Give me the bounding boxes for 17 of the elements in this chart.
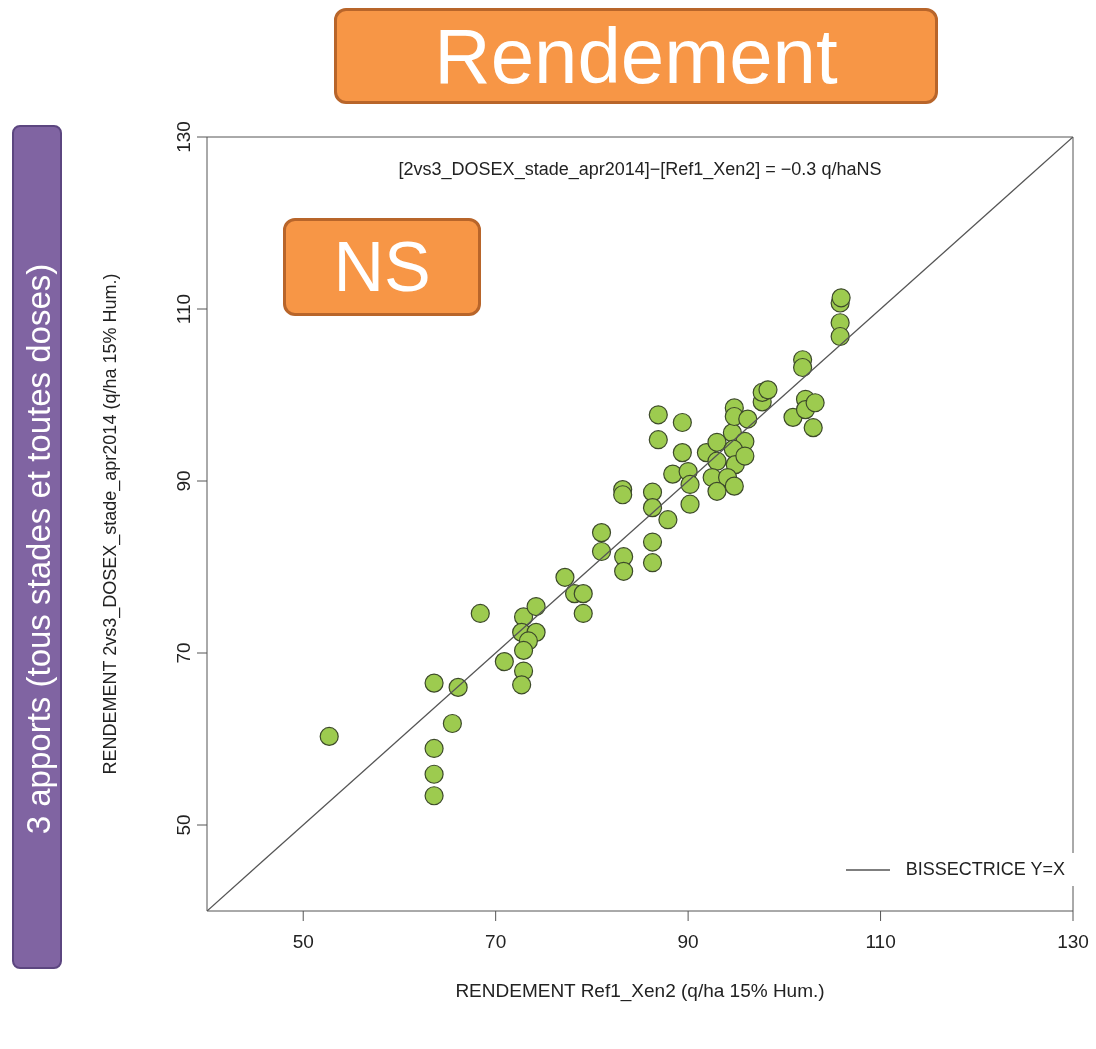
y-tick-label: 70 <box>172 642 194 664</box>
y-axis-title: RENDEMENT 2vs3_DOSEX_stade_apr2014 (q/ha 15% Hum.) <box>100 273 122 775</box>
y-tick-label: 90 <box>172 470 194 492</box>
y-tick-label: 110 <box>172 293 194 325</box>
x-tick-label: 70 <box>485 931 507 953</box>
x-axis-title: RENDEMENT Ref1_Xen2 (q/ha 15% Hum.) <box>455 980 825 1002</box>
x-tick-label: 90 <box>677 931 699 953</box>
x-tick-label: 110 <box>865 931 896 953</box>
legend-label: BISSECTRICE Y=X <box>905 859 1065 880</box>
x-tick-label: 50 <box>292 931 314 953</box>
x-tick-label: 130 <box>1057 931 1089 953</box>
text: 3 apports (tous stades et toutes doses) <box>20 263 58 835</box>
chart-title: Rendement <box>334 8 938 104</box>
annotation: [2vs3_DOSEX_stade_apr2014]−[Ref1_Xen2] = −0.3 q/haNS <box>397 159 883 180</box>
y-tick-label: 50 <box>172 814 194 836</box>
annotation: NS <box>283 218 481 316</box>
y-tick-label: 130 <box>172 121 194 153</box>
